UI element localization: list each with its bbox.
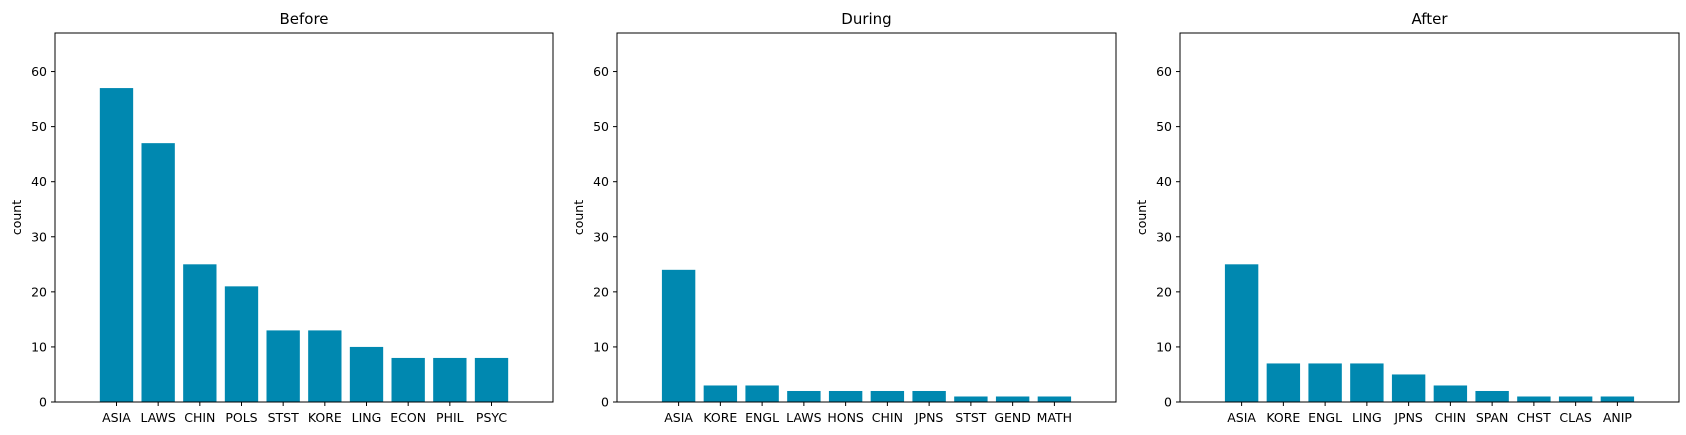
bar-econ xyxy=(391,357,425,402)
y-tick-label: 20 xyxy=(593,284,609,299)
bar-ling xyxy=(1350,363,1384,402)
bar-pols xyxy=(224,286,259,402)
chart-title: After xyxy=(1411,10,1448,28)
y-tick-label: 50 xyxy=(31,119,47,134)
bar-phil xyxy=(433,357,467,402)
y-tick-label: 40 xyxy=(1156,174,1172,189)
chart-panel-after: After ASIA KORE ENGL LING JPNS CHIN SPAN CHST CLA… xyxy=(1134,10,1680,425)
bar-asia xyxy=(1224,264,1259,402)
x-tick-label: SPAN xyxy=(1476,410,1509,425)
bar-kore xyxy=(703,385,738,402)
x-tick-label: LAWS xyxy=(786,410,821,425)
x-tick-label: KORE xyxy=(308,410,342,425)
y-tick-label: 40 xyxy=(31,174,47,189)
y-tick-label: 30 xyxy=(593,229,609,244)
bar-chst xyxy=(1517,396,1551,402)
x-tick-label: GEND xyxy=(994,410,1031,425)
x-tick-label: LAWS xyxy=(140,410,175,425)
x-tick-label: CHST xyxy=(1517,410,1551,425)
chart-panel-during: During ASIA KORE ENGL LAWS HONS CHIN JPNS STST GE… xyxy=(571,10,1117,425)
bar-asia xyxy=(99,88,134,403)
y-tick-label: 30 xyxy=(31,229,47,244)
bar-laws xyxy=(141,143,175,403)
x-tick-label: STST xyxy=(955,410,987,425)
y-axis-label: count xyxy=(571,200,586,235)
bar-gend xyxy=(995,396,1030,402)
bar-chin xyxy=(870,390,905,402)
y-tick-label: 0 xyxy=(1164,395,1172,410)
bar-hons xyxy=(828,390,863,402)
x-tick-label: ANIP xyxy=(1603,410,1633,425)
y-tick-label: 50 xyxy=(593,119,609,134)
x-tick-label: ASIA xyxy=(664,410,693,425)
x-tick-label: CLAS xyxy=(1559,410,1592,425)
x-tick-label: PHIL xyxy=(436,410,464,425)
x-tick-label: ENGL xyxy=(745,410,779,425)
chart-title: Before xyxy=(279,10,328,28)
y-tick-label: 50 xyxy=(1156,119,1172,134)
y-tick-label: 30 xyxy=(1156,229,1172,244)
y-tick-label: 40 xyxy=(593,174,609,189)
x-tick-label: ASIA xyxy=(102,410,131,425)
x-tick-label: PSYC xyxy=(476,410,507,425)
bar-asia xyxy=(661,269,696,402)
y-tick-label: 20 xyxy=(1156,284,1172,299)
x-tick-label: JPNS xyxy=(914,410,944,425)
y-tick-label: 60 xyxy=(31,64,47,79)
x-tick-label: KORE xyxy=(1266,410,1300,425)
x-tick-label: LING xyxy=(352,410,382,425)
y-tick-label: 0 xyxy=(601,395,609,410)
chart-panel-before: Before ASIA LAWS CHIN POLS STST KORE LING ECON PH… xyxy=(9,10,554,425)
x-tick-label: KORE xyxy=(703,410,737,425)
bar-kore xyxy=(1266,363,1301,402)
bar-stst xyxy=(266,330,300,402)
x-tick-label: POLS xyxy=(225,410,257,425)
bar-stst xyxy=(954,396,988,402)
x-tick-label: HONS xyxy=(827,410,864,425)
bar-anip xyxy=(1600,396,1635,402)
bar-jpns xyxy=(1391,374,1426,402)
y-axis-label: count xyxy=(9,200,24,235)
y-tick-label: 10 xyxy=(31,339,47,354)
y-tick-label: 20 xyxy=(31,284,47,299)
plot-frame xyxy=(54,32,554,403)
x-tick-label: MATH xyxy=(1037,410,1072,425)
x-tick-label: ECON xyxy=(390,410,426,425)
x-tick-label: CHIN xyxy=(184,410,215,425)
bar-chin xyxy=(1433,385,1468,402)
y-axis-label: count xyxy=(1134,200,1149,235)
y-tick-label: 10 xyxy=(1156,339,1172,354)
chart-title: During xyxy=(841,10,891,28)
bar-psyc xyxy=(474,357,509,402)
y-tick-label: 0 xyxy=(39,395,47,410)
bar-span xyxy=(1475,390,1509,402)
y-tick-label: 60 xyxy=(593,64,609,79)
x-tick-label: JPNS xyxy=(1393,410,1423,425)
bar-engl xyxy=(745,385,779,402)
y-tick-label: 60 xyxy=(1156,64,1172,79)
bar-math xyxy=(1037,396,1072,402)
x-tick-label: ENGL xyxy=(1308,410,1342,425)
bar-engl xyxy=(1308,363,1342,402)
x-tick-label: STST xyxy=(268,410,300,425)
bar-laws xyxy=(787,390,821,402)
plot-frame xyxy=(1179,32,1680,403)
bar-chin xyxy=(183,264,217,402)
bar-clas xyxy=(1558,396,1593,402)
plot-frame xyxy=(616,32,1117,403)
x-tick-label: CHIN xyxy=(1435,410,1466,425)
x-tick-label: ASIA xyxy=(1227,410,1256,425)
bar-ling xyxy=(349,346,384,402)
bar-jpns xyxy=(912,390,946,402)
y-tick-label: 10 xyxy=(593,339,609,354)
x-tick-label: CHIN xyxy=(872,410,903,425)
x-tick-label: LING xyxy=(1352,410,1382,425)
bar-kore xyxy=(308,330,342,402)
